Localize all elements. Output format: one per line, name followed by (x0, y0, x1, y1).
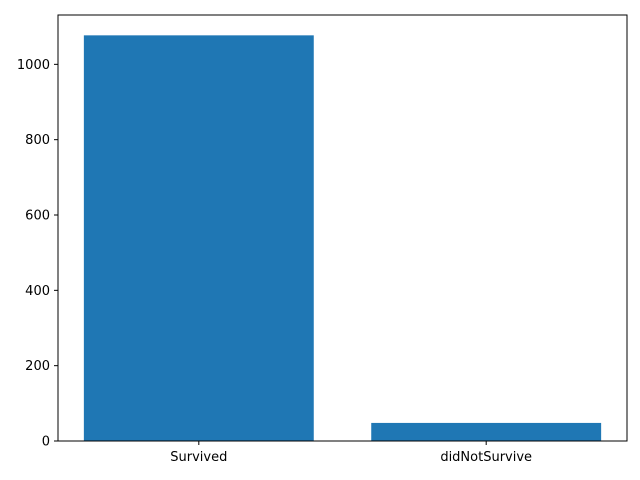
plot-area-frame (57, 14, 628, 442)
x-tick-label: Survived (170, 450, 227, 465)
y-tick-label: 800 (25, 133, 50, 148)
bars-group (83, 35, 602, 441)
y-tick-label: 600 (25, 209, 50, 224)
bar-didNotSurvive (371, 422, 602, 441)
x-tick-label: didNotSurvive (440, 450, 532, 465)
y-tick-label: 1000 (17, 58, 50, 73)
y-tick-label: 0 (42, 435, 50, 450)
y-tick-label: 400 (25, 284, 50, 299)
y-axis: 0 200 400 600 800 1000 (17, 58, 58, 450)
bar-Survived (83, 35, 314, 441)
y-tick-label: 200 (25, 359, 50, 374)
x-axis: Survived didNotSurvive (170, 441, 532, 465)
